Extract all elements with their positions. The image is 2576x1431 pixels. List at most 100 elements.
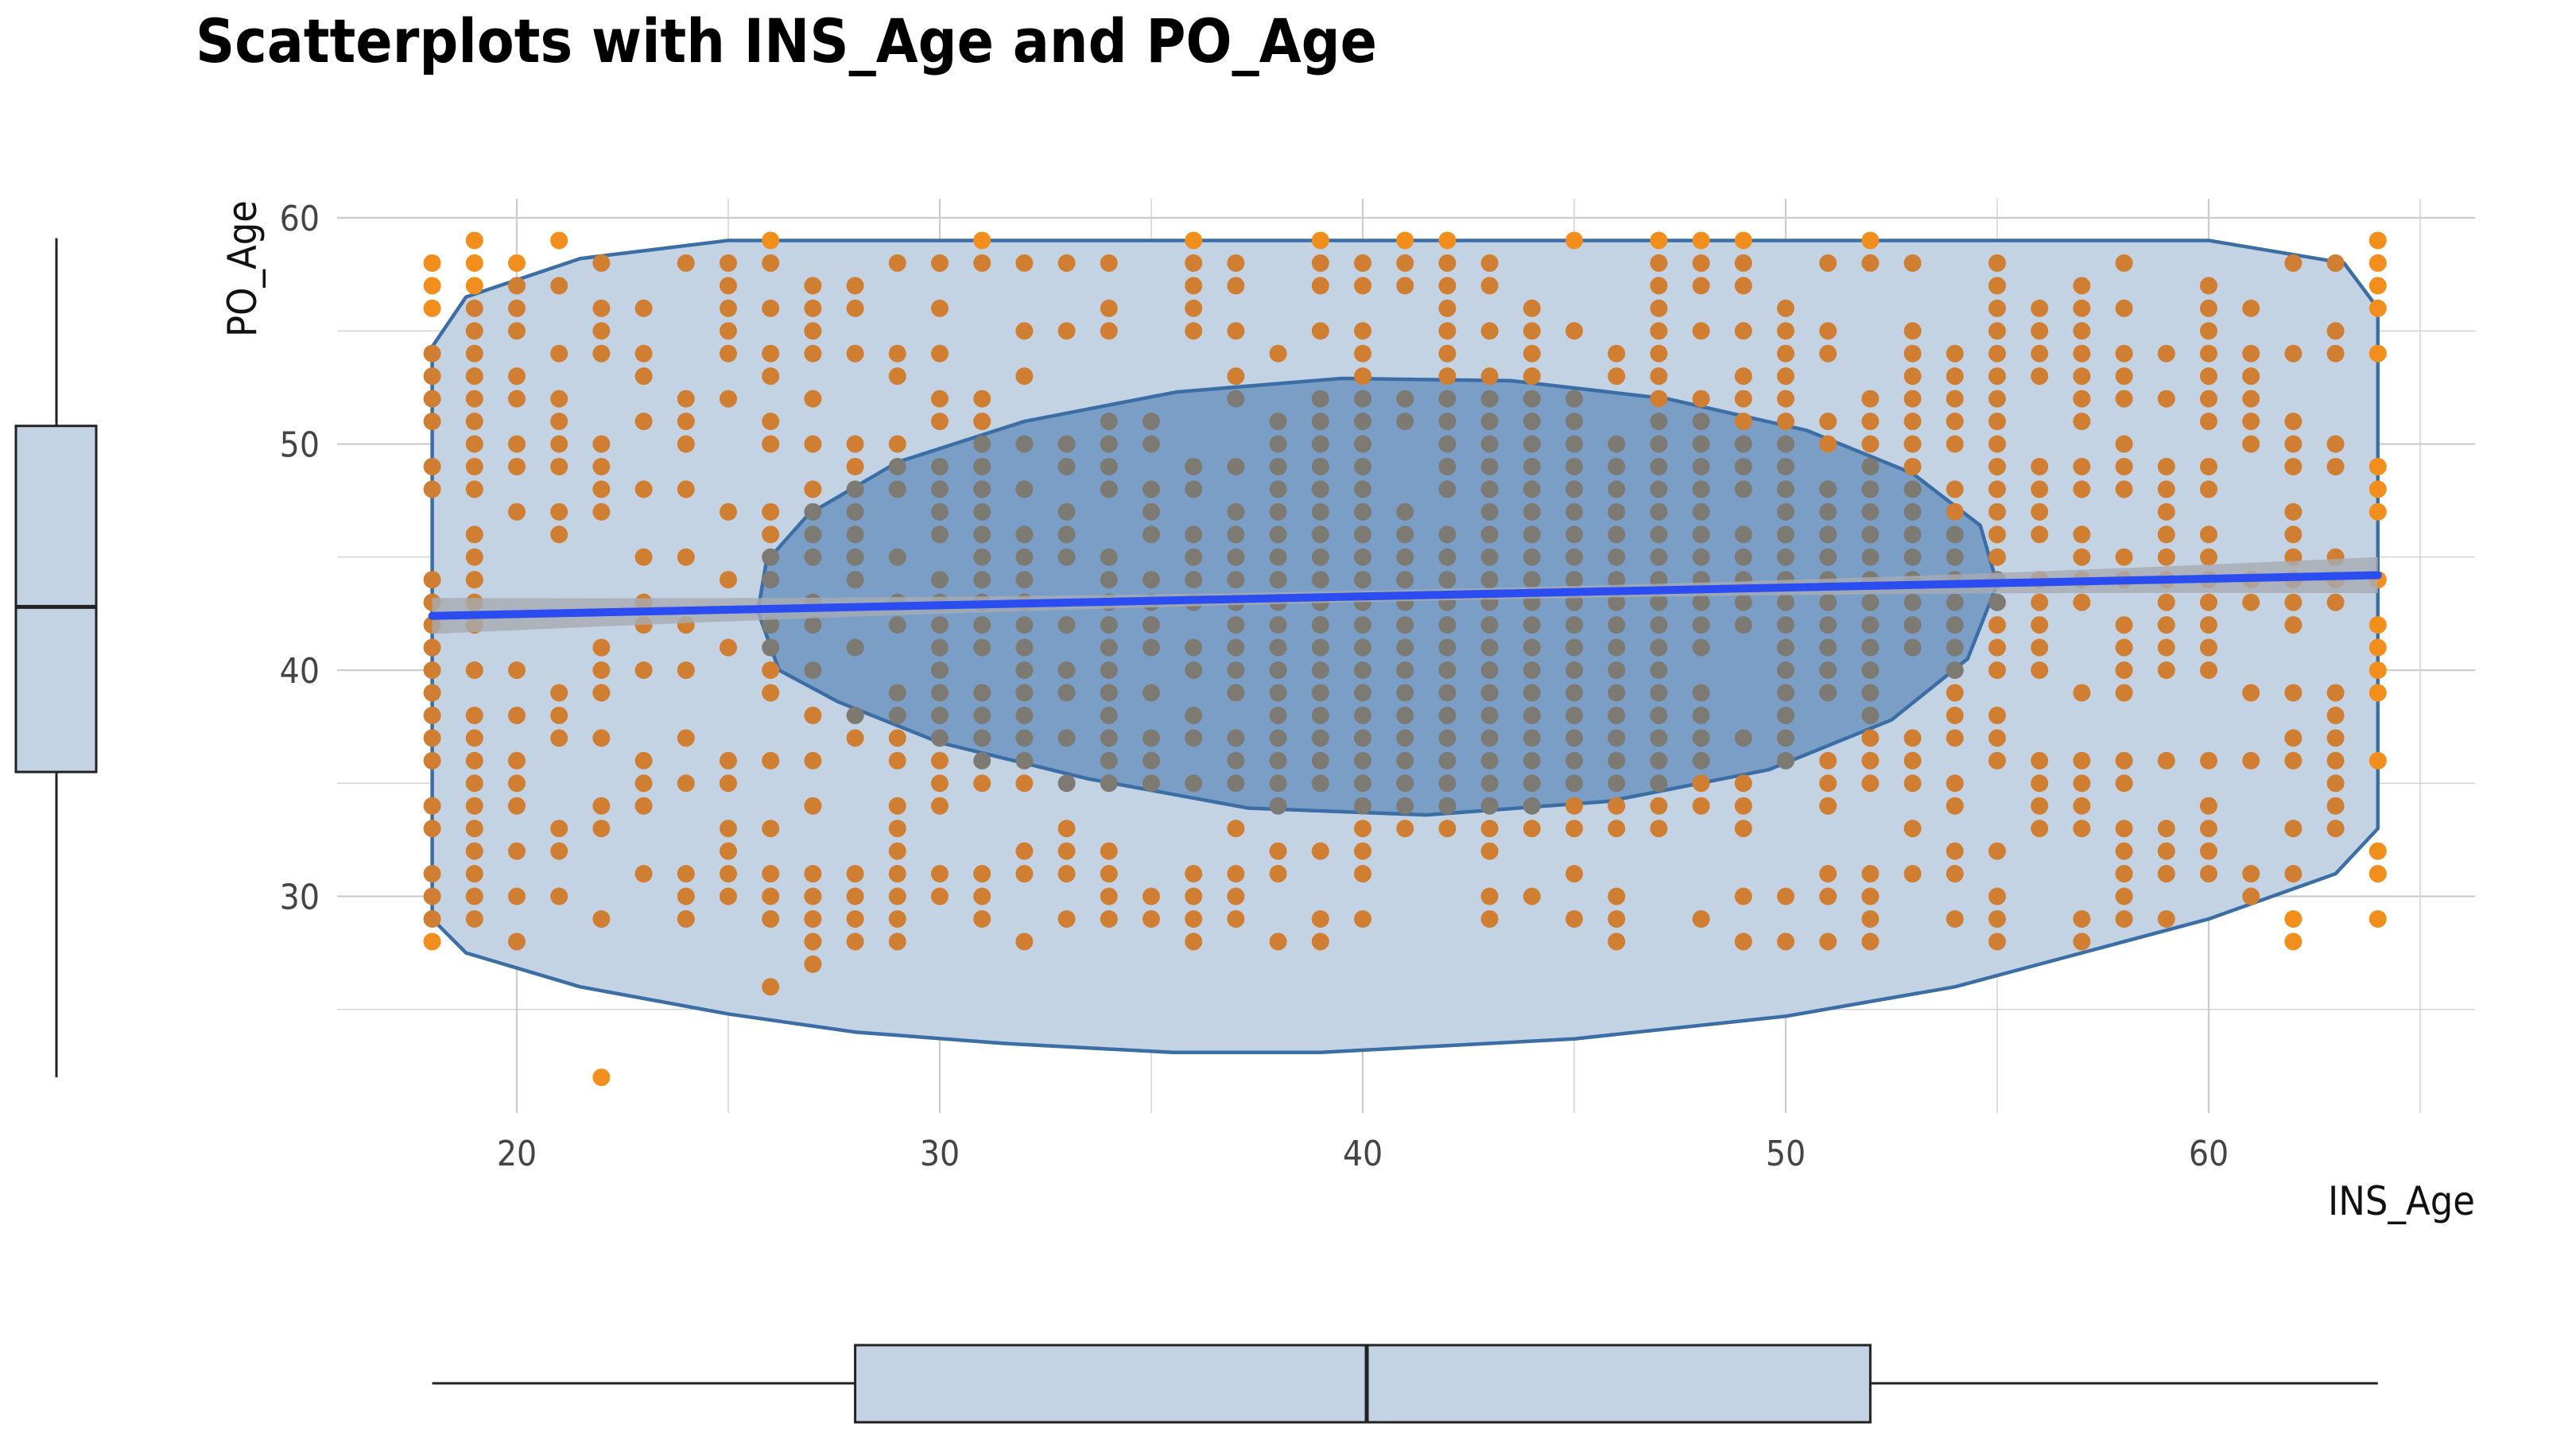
data-point	[1523, 820, 1541, 838]
data-point	[2200, 865, 2217, 883]
data-point	[931, 390, 949, 408]
data-point	[592, 1068, 611, 1087]
data-point	[1946, 661, 1964, 679]
data-point	[1100, 684, 1118, 702]
data-point	[1946, 797, 1964, 815]
data-point	[2115, 254, 2133, 272]
x-boxplot-box	[854, 1344, 1872, 1424]
data-point	[1608, 751, 1626, 770]
data-point	[2073, 933, 2091, 951]
data-point	[2242, 344, 2260, 363]
data-point	[1777, 729, 1794, 747]
data-point	[720, 254, 737, 272]
data-point	[1988, 457, 2006, 475]
data-point	[846, 909, 864, 928]
data-point	[550, 684, 568, 702]
data-point	[1269, 571, 1287, 589]
data-point	[1185, 277, 1203, 295]
data-point	[931, 616, 949, 634]
data-point	[1903, 480, 1922, 498]
data-point	[804, 865, 822, 883]
data-point	[1100, 254, 1118, 272]
data-point	[1523, 367, 1541, 386]
data-point	[1269, 797, 1287, 815]
data-point	[762, 820, 780, 838]
data-point	[550, 231, 568, 250]
data-point	[1692, 684, 1710, 702]
data-point	[1396, 729, 1414, 747]
data-point	[1057, 457, 1076, 475]
data-point	[550, 277, 568, 295]
data-point	[1185, 887, 1203, 906]
data-point	[1354, 322, 1371, 340]
data-point	[1480, 322, 1499, 340]
data-point	[508, 322, 526, 340]
data-point	[1946, 593, 1964, 611]
data-point	[1185, 480, 1203, 498]
data-point	[804, 955, 822, 973]
data-point	[1311, 435, 1329, 453]
data-point	[846, 277, 864, 295]
data-point	[931, 706, 949, 724]
data-point	[2368, 502, 2387, 521]
data-point	[1480, 367, 1499, 386]
data-point	[762, 865, 780, 883]
data-point	[2157, 480, 2175, 498]
data-point	[804, 616, 822, 634]
y-tick-label: 60	[280, 199, 320, 239]
data-point	[1734, 254, 1752, 272]
data-point	[1734, 774, 1752, 793]
data-point	[508, 390, 526, 408]
data-point	[1523, 887, 1541, 906]
scatter-points	[423, 231, 2387, 1087]
data-point	[1946, 684, 1964, 702]
data-point	[846, 729, 864, 747]
data-point	[2326, 593, 2345, 611]
data-point	[1988, 254, 2006, 272]
data-point	[1438, 706, 1457, 724]
data-point	[465, 729, 483, 747]
x-axis-label: INS_Age	[2328, 1178, 2475, 1224]
data-point	[1692, 616, 1710, 634]
data-point	[1100, 729, 1118, 747]
data-point	[508, 933, 526, 951]
data-point	[1777, 616, 1794, 634]
data-point	[1015, 751, 1034, 770]
data-point	[1480, 751, 1499, 770]
data-point	[1565, 548, 1583, 566]
x-tick-label: 40	[1343, 1134, 1383, 1174]
data-point	[1777, 638, 1794, 657]
data-point	[846, 933, 864, 951]
y-tick-label: 30	[280, 878, 320, 918]
data-point	[973, 525, 991, 544]
data-point	[1734, 435, 1752, 453]
data-point	[2115, 457, 2133, 475]
data-point	[762, 909, 780, 928]
data-point	[1480, 457, 1499, 475]
data-point	[2115, 616, 2133, 634]
data-point	[1903, 751, 1922, 770]
data-point	[1269, 548, 1287, 566]
data-point	[1354, 820, 1371, 838]
data-point	[1185, 299, 1203, 317]
data-point	[1438, 254, 1457, 272]
data-point	[2368, 842, 2387, 860]
data-point	[1396, 820, 1414, 838]
data-point	[2200, 277, 2217, 295]
data-point	[1438, 457, 1457, 475]
data-point	[2242, 435, 2260, 453]
data-point	[2157, 344, 2175, 363]
data-point	[1438, 571, 1457, 589]
data-point	[1819, 684, 1837, 702]
data-point	[423, 865, 441, 883]
data-point	[1354, 865, 1371, 883]
data-point	[1227, 548, 1245, 566]
data-point	[720, 842, 737, 860]
data-point	[1523, 502, 1541, 521]
data-point	[2326, 435, 2345, 453]
data-point	[1988, 525, 2006, 544]
data-point	[1269, 413, 1287, 431]
data-point	[1354, 616, 1371, 634]
data-point	[1100, 706, 1118, 724]
data-point	[1650, 751, 1668, 770]
